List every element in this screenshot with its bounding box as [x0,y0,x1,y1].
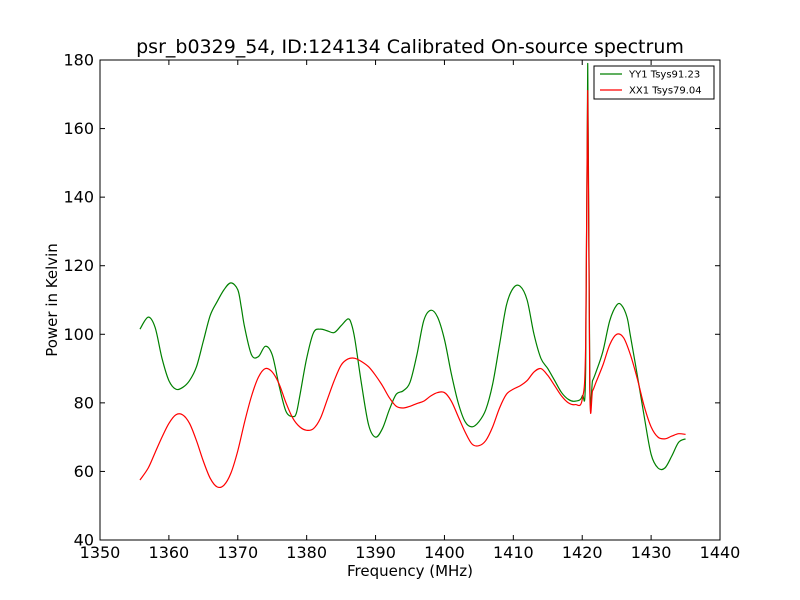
x-tick-label: 1350 [80,543,121,562]
x-tick-label: 1420 [562,543,603,562]
plot-frame [99,59,721,541]
x-tick-label: 1400 [424,543,465,562]
chart-title: psr_b0329_54, ID:124134 Calibrated On-so… [136,36,684,58]
series-line-0 [139,62,686,471]
x-axis-title: Frequency (MHz) [347,562,473,580]
series-line-1 [139,90,686,489]
y-tick-label: 80 [74,393,94,412]
plot-lines [139,62,686,489]
legend-label-yy1: YY1 Tsys91.23 [628,70,700,81]
y-tick-label: 180 [63,51,94,70]
y-axis-title: Power in Kelvin [43,243,61,357]
x-tick-label: 1380 [286,543,327,562]
legend: YY1 Tsys91.23 XX1 Tsys79.04 [593,65,715,100]
axis-ticks: 1350 1360 1370 1380 1390 1400 1410 1420 1430 1440… [63,51,740,563]
y-tick-label: 160 [63,119,94,138]
y-tick-label: 140 [63,188,94,207]
x-tick-label: 1410 [493,543,534,562]
x-tick-label: 1370 [217,543,258,562]
y-tick-label: 40 [74,531,94,550]
x-tick-label: 1390 [355,543,396,562]
legend-label-xx1: XX1 Tsys79.04 [629,86,702,97]
y-tick-label: 120 [63,256,94,275]
legend-box [593,65,715,100]
x-tick-label: 1360 [149,543,190,562]
y-tick-label: 100 [63,325,94,344]
y-tick-label: 60 [74,462,94,481]
x-tick-label: 1430 [631,543,672,562]
x-tick-label: 1440 [700,543,741,562]
